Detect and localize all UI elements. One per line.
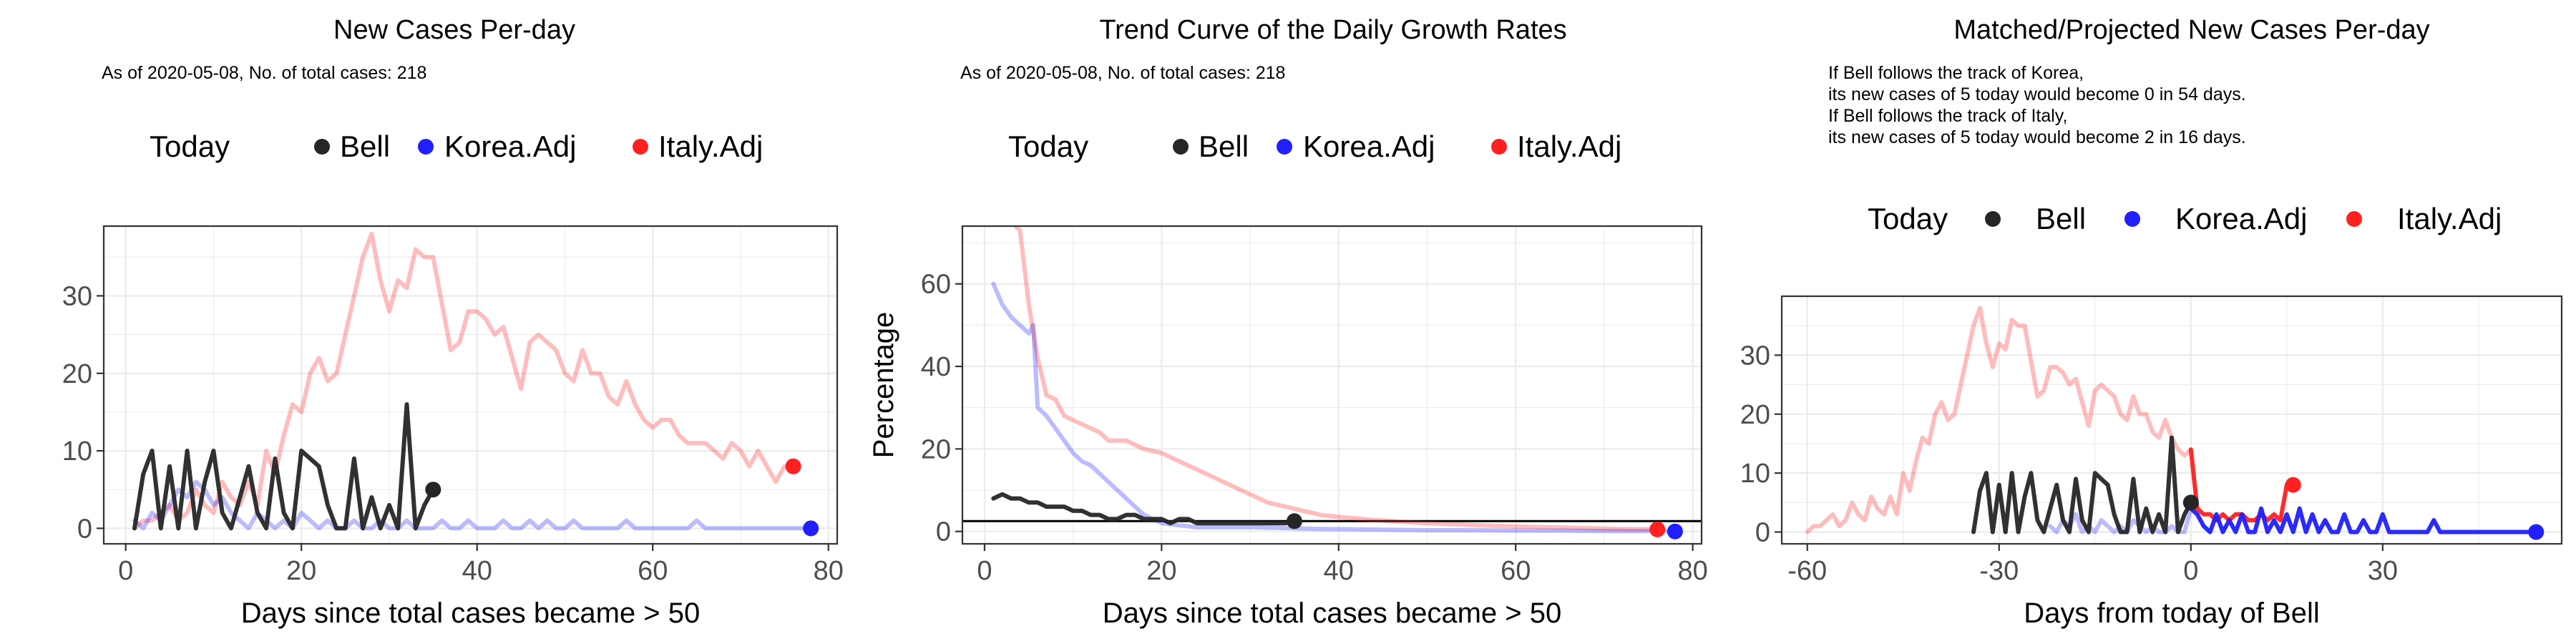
- legend-dot-italy-adj: [1491, 139, 1507, 155]
- chart-subtitle: As of 2020-05-08, No. of total cases: 21…: [960, 63, 1285, 83]
- x-tick-label: 20: [1146, 556, 1176, 586]
- legend-label: Bell: [340, 130, 390, 163]
- panel-background: [962, 226, 1702, 544]
- legend-dot-bell: [314, 139, 330, 155]
- gridlines: [962, 226, 1702, 544]
- x-tick-label: 0: [977, 556, 992, 586]
- y-tick-label: 0: [77, 514, 92, 544]
- chart-title: New Cases Per-day: [333, 15, 575, 45]
- legend-label: Bell: [1199, 130, 1249, 163]
- series-lines: [991, 226, 1677, 534]
- y-tick-label: 10: [1740, 459, 1770, 489]
- series-projection-korea-adj: [2188, 506, 2539, 535]
- legend-label: Korea.Adj: [1303, 130, 1435, 163]
- x-tick-label: 80: [814, 556, 844, 586]
- legend-label: Korea.Adj: [444, 130, 576, 163]
- chart-1: New Cases Per-day As of 2020-05-08, No. o…: [62, 15, 844, 629]
- legend-dot-korea-adj: [2124, 211, 2140, 227]
- today-point-bell: [2182, 494, 2199, 511]
- x-tick-label: 80: [1677, 556, 1707, 586]
- annotation-line: its new cases of 5 today would become 2 …: [1828, 127, 2246, 147]
- annotation-line: If Bell follows the track of Italy,: [1828, 106, 2067, 126]
- y-tick-label: 30: [1740, 341, 1770, 371]
- legend-dot-korea-adj: [1277, 139, 1292, 155]
- y-tick-label: 20: [62, 359, 92, 389]
- x-tick-label: 60: [1501, 556, 1531, 586]
- series-lines: [132, 231, 814, 531]
- series-line-bell: [132, 402, 436, 531]
- panel-border: [1780, 295, 2563, 545]
- series-lines: [1805, 306, 2539, 535]
- y-tick-label: 30: [62, 281, 92, 311]
- x-axis-title: Days since total cases became > 50: [241, 597, 700, 629]
- today-point-italy-adj: [785, 458, 801, 474]
- series-line-bell: [1971, 435, 2193, 535]
- today-point-bell: [425, 482, 441, 498]
- today-point-bell: [1286, 513, 1302, 530]
- series-line-korea-adj: [991, 281, 1677, 534]
- panel-border: [102, 225, 839, 545]
- legend-title: Today: [1008, 130, 1088, 163]
- x-tick-label: 40: [462, 556, 492, 586]
- legend: Today Bell Korea.Adj Italy.Adj: [150, 130, 763, 163]
- series-line-italy-adj: [1013, 226, 1660, 532]
- legend-label: Italy.Adj: [658, 130, 763, 163]
- legend-label: Korea.Adj: [2175, 202, 2307, 235]
- legend: Today Bell Korea.Adj Italy.Adj: [1868, 202, 2502, 235]
- today-point-korea-adj: [2528, 524, 2545, 540]
- y-tick-label: 10: [62, 436, 92, 467]
- today-point-korea-adj: [803, 520, 819, 537]
- x-tick-label: -60: [1787, 556, 1827, 586]
- y-tick-label: 20: [921, 434, 951, 464]
- chart-title: Matched/Projected New Cases Per-day: [1953, 15, 2429, 45]
- annotation-line: If Bell follows the track of Korea,: [1828, 63, 2084, 83]
- legend-label: Italy.Adj: [1517, 130, 1621, 163]
- x-tick-label: 20: [286, 556, 316, 586]
- y-axis-title: Percentage: [868, 312, 899, 459]
- today-point-italy-adj: [2285, 477, 2301, 493]
- panel-border: [961, 225, 1703, 545]
- x-tick-label: 0: [118, 556, 133, 586]
- series-line-korea-adj: [132, 479, 814, 531]
- series-line-bell: [991, 492, 1297, 526]
- x-axis-title: Days since total cases became > 50: [1103, 597, 1561, 629]
- y-tick-label: 20: [1740, 400, 1770, 430]
- chart-subtitle: As of 2020-05-08, No. of total cases: 21…: [102, 63, 426, 83]
- legend-dot-italy-adj: [633, 139, 648, 155]
- legend-dot-italy-adj: [2346, 211, 2362, 227]
- panel-background: [104, 226, 837, 544]
- y-tick-label: 0: [936, 517, 951, 547]
- legend-dot-bell: [1173, 139, 1189, 155]
- x-axis-title: Days from today of Bell: [2024, 597, 2320, 629]
- chart-2: Trend Curve of the Daily Growth Rates As …: [868, 15, 1708, 629]
- x-tick-label: -30: [1979, 556, 2019, 586]
- legend-label: Bell: [2036, 202, 2086, 235]
- legend-title: Today: [150, 130, 230, 163]
- chart-title: Trend Curve of the Daily Growth Rates: [1099, 15, 1566, 45]
- x-tick-label: 0: [2183, 556, 2198, 586]
- today-point-korea-adj: [1667, 523, 1683, 540]
- series-line-italy-adj: [1805, 306, 2193, 535]
- series-line-italy-adj: [132, 231, 796, 531]
- legend-label: Italy.Adj: [2397, 202, 2502, 235]
- gridlines: [1782, 296, 2562, 544]
- legend: Today Bell Korea.Adj Italy.Adj: [1008, 130, 1621, 163]
- gridlines: [104, 226, 837, 544]
- x-tick-label: 60: [638, 556, 668, 586]
- y-tick-label: 60: [921, 270, 951, 300]
- annotation-line: its new cases of 5 today would become 0 …: [1828, 84, 2246, 104]
- y-tick-label: 0: [1755, 518, 1770, 548]
- today-point-italy-adj: [1649, 521, 1666, 537]
- chart-3: Matched/Projected New Cases Per-day If Be…: [1740, 15, 2563, 629]
- legend-dot-korea-adj: [418, 139, 434, 155]
- legend-title: Today: [1868, 202, 1948, 235]
- x-tick-label: 40: [1324, 556, 1354, 586]
- y-tick-label: 40: [921, 352, 951, 382]
- legend-dot-bell: [1985, 211, 2001, 227]
- x-tick-label: 30: [2368, 556, 2398, 586]
